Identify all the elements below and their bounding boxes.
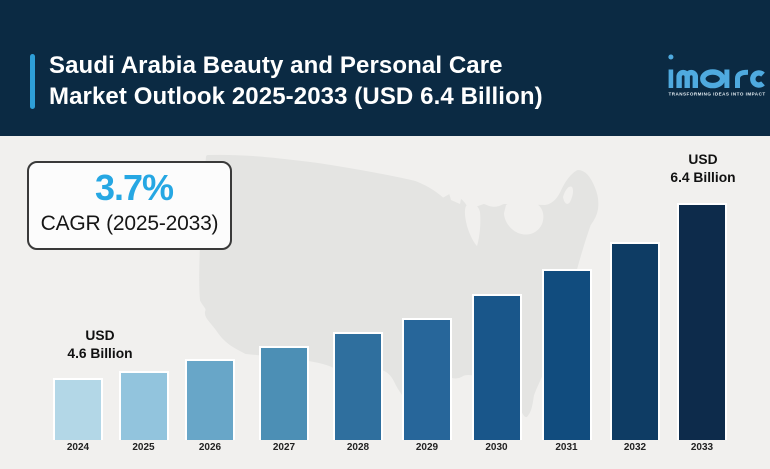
svg-text:TRANSFORMING IDEAS INTO IMPACT: TRANSFORMING IDEAS INTO IMPACT (669, 92, 766, 97)
